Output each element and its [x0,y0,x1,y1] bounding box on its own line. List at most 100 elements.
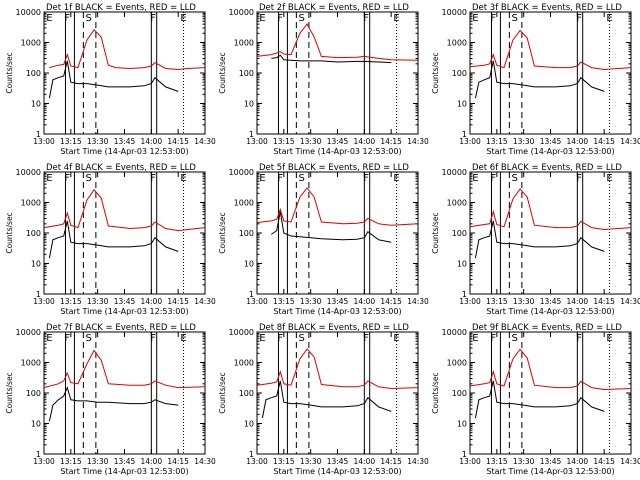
x-axis-label: Start Time (14-Apr-03 12:53:00) [273,307,401,316]
x-axis-label: Start Time (14-Apr-03 12:53:00) [486,147,614,156]
y-tick-label: 10000 [16,328,41,337]
panel-title: Det 2f BLACK = Events, RED = LLD [259,3,409,13]
panel-det-9: Det 9f BLACK = Events, RED = LLD 1 10 100 10… [431,323,640,476]
x-tick-label: 13:30 [87,457,109,466]
series-line-lld [256,23,419,61]
x-tick-label: 14:30 [620,137,640,146]
x-tick-label: 13:00 [246,297,268,306]
y-tick-label: 10000 [442,168,467,177]
interval-marker: F [64,13,70,24]
plot-frame [256,171,419,295]
panel-det-4: Det 4f BLACK = Events, RED = LLD 1 10 100 10… [5,163,216,316]
interval-marker: F [490,333,496,344]
y-tick-label: 1 [462,130,467,139]
plot-frame [43,331,206,455]
y-tick-label: 100 [452,389,467,398]
x-tick-label: 13:30 [87,137,109,146]
x-tick-label: 13:15 [273,297,295,306]
interval-marker: E [180,333,186,344]
interval-marker: E [472,173,478,184]
x-tick-label: 14:30 [194,137,216,146]
interval-marker: F [576,173,582,184]
series-line-events [48,386,179,422]
y-tick-label: 1 [36,130,41,139]
x-tick-label: 14:00 [141,137,163,146]
y-tick-label: 10000 [16,168,41,177]
panel-det-3: Det 3f BLACK = Events, RED = LLD 1 10 100 10… [431,3,640,156]
interval-marker: E [259,333,265,344]
interval-marker: F [277,333,283,344]
x-tick-label: 14:30 [407,297,429,306]
y-tick-label: 10 [457,100,467,109]
y-axis-label: Counts/sec [431,52,440,93]
x-tick-label: 14:00 [354,457,376,466]
series-line-lld [469,348,632,391]
y-tick-label: 10 [244,100,254,109]
interval-marker: E [259,13,265,24]
panel-title: Det 7f BLACK = Events, RED = LLD [46,323,196,333]
x-tick-label: 14:00 [141,297,163,306]
panel-det-8: Det 8f BLACK = Events, RED = LLD 1 10 100 10… [218,323,429,476]
x-tick-label: 13:45 [540,457,562,466]
interval-marker: E [393,173,399,184]
y-tick-label: 10 [31,260,41,269]
y-tick-label: 1 [249,130,254,139]
y-tick-label: 1 [462,450,467,459]
x-tick-label: 13:15 [273,457,295,466]
x-tick-label: 13:15 [486,137,508,146]
interval-marker: E [393,333,399,344]
y-tick-label: 10 [244,420,254,429]
interval-marker: S [86,333,92,344]
x-tick-label: 13:30 [300,137,322,146]
y-axis-label: Counts/sec [5,52,14,93]
x-tick-label: 14:00 [567,297,589,306]
y-tick-label: 10000 [442,328,467,337]
x-tick-label: 14:30 [407,137,429,146]
x-tick-label: 13:00 [246,137,268,146]
y-axis-label: Counts/sec [218,372,227,413]
x-tick-label: 13:00 [459,297,481,306]
y-axis-label: Counts/sec [218,212,227,253]
x-tick-label: 13:00 [459,137,481,146]
x-tick-label: 14:00 [354,297,376,306]
interval-marker: S [299,173,305,184]
y-tick-label: 1 [36,450,41,459]
y-tick-label: 10000 [229,168,254,177]
plot-frame [469,331,632,455]
interval-marker: E [393,13,399,24]
x-tick-label: 13:00 [33,457,55,466]
interval-marker: S [299,13,305,24]
interval-marker: E [180,13,186,24]
y-tick-label: 100 [452,229,467,238]
panel-det-2: Det 2f BLACK = Events, RED = LLD 1 10 100 10… [218,3,429,156]
y-tick-label: 1000 [447,39,467,48]
x-tick-label: 13:15 [486,457,508,466]
series-line-events [48,220,179,259]
y-tick-label: 10000 [229,8,254,17]
interval-marker: E [606,173,612,184]
y-axis-label: Counts/sec [431,212,440,253]
x-tick-label: 13:15 [60,137,82,146]
x-tick-label: 13:15 [60,297,82,306]
interval-marker: E [606,333,612,344]
y-tick-label: 10 [244,260,254,269]
y-tick-label: 100 [239,69,254,78]
panel-title: Det 6f BLACK = Events, RED = LLD [472,163,622,173]
interval-marker: F [490,173,496,184]
plot-frame [256,11,419,135]
series-line-events [261,380,392,419]
interval-marker: F [363,13,369,24]
y-tick-label: 100 [239,229,254,238]
x-axis-label: Start Time (14-Apr-03 12:53:00) [60,147,188,156]
y-axis-label: Counts/sec [5,212,14,253]
plot-frame [256,331,419,455]
x-tick-label: 13:45 [327,297,349,306]
x-tick-label: 14:15 [380,137,402,146]
x-tick-label: 13:30 [513,137,535,146]
x-tick-label: 13:45 [114,297,136,306]
y-tick-label: 10 [457,420,467,429]
x-tick-label: 13:45 [114,137,136,146]
x-tick-label: 13:45 [540,137,562,146]
x-tick-label: 14:30 [620,297,640,306]
